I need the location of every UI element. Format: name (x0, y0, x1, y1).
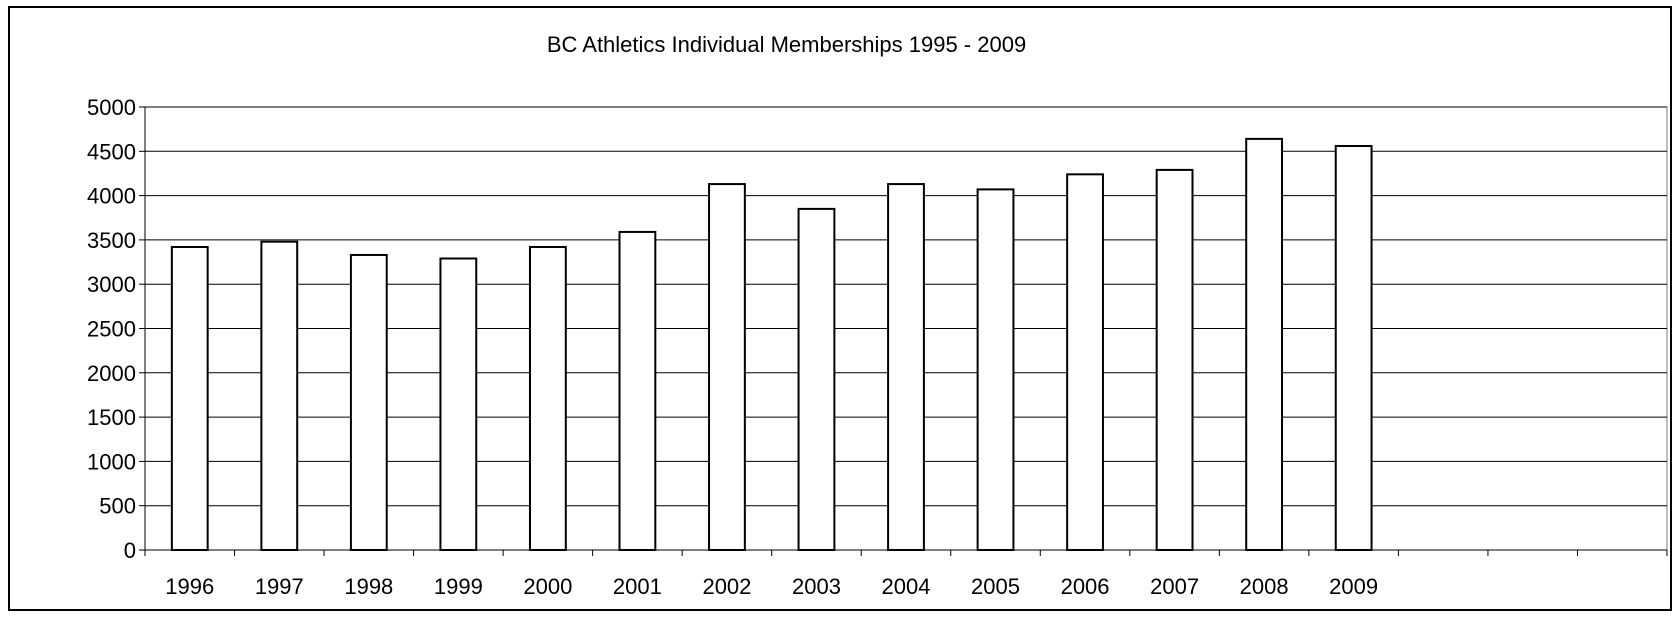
y-tick-label: 2000 (87, 361, 136, 386)
bar (708, 183, 746, 551)
bar (887, 183, 925, 551)
x-tick-label: 1997 (255, 574, 304, 599)
bar (1245, 137, 1284, 551)
bar (528, 245, 567, 551)
y-tick-label: 1000 (87, 449, 136, 474)
bar (797, 207, 836, 551)
bars (170, 137, 1373, 551)
x-tick-label: 2001 (613, 574, 662, 599)
bar (1066, 173, 1104, 551)
x-tick-label: 2000 (523, 574, 572, 599)
y-tick-label: 0 (124, 538, 136, 563)
x-tick-label: 2006 (1061, 574, 1110, 599)
y-tick-label: 4000 (87, 184, 136, 209)
bar (170, 245, 209, 551)
bar (976, 188, 1015, 551)
x-tick-label: 1996 (165, 574, 214, 599)
bar (1155, 168, 1194, 551)
y-tick-label: 2500 (87, 317, 136, 342)
x-tick-label: 2003 (792, 574, 841, 599)
bar (618, 230, 657, 551)
x-tick-label: 2005 (971, 574, 1020, 599)
x-tick-label: 2009 (1329, 574, 1378, 599)
y-tick-label: 5000 (87, 95, 136, 120)
bar (1334, 144, 1373, 551)
chart-title: BC Athletics Individual Memberships 1995… (546, 32, 1027, 57)
x-tick-label: 2008 (1240, 574, 1289, 599)
x-tick-label: 2002 (702, 574, 751, 599)
bar (439, 257, 478, 551)
bar (260, 240, 299, 551)
x-tick-label: 1999 (434, 574, 483, 599)
y-tick-label: 3500 (87, 228, 136, 253)
tick-labels: 0 500 1000 1500 2000 2500 3000 3500 4000 4500 5000… (87, 95, 1378, 599)
x-tick-label: 2004 (882, 574, 931, 599)
x-tick-label: 1998 (344, 574, 393, 599)
y-tick-label: 500 (99, 494, 136, 519)
x-tick-label: 2007 (1150, 574, 1199, 599)
y-tick-label: 1500 (87, 405, 136, 430)
bar (349, 253, 388, 551)
y-tick-label: 3000 (87, 272, 136, 297)
y-tick-label: 4500 (87, 139, 136, 164)
